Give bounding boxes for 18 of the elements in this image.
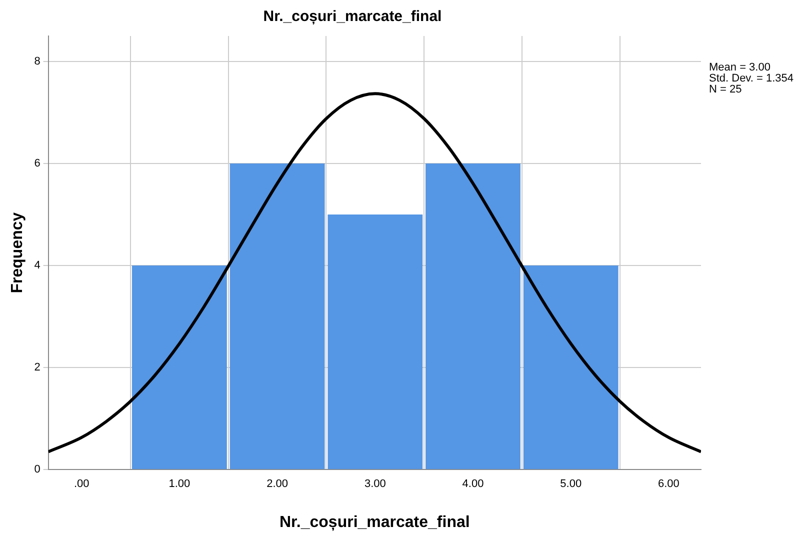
y-tick-label: 8 xyxy=(34,56,40,68)
text: Std. Dev. = 1.354 xyxy=(709,72,794,85)
x-tick-label: .00 xyxy=(74,478,90,490)
x-tick-label: 2.00 xyxy=(266,478,288,490)
text: N = 25 xyxy=(709,84,742,96)
y-tick-label: 4 xyxy=(34,260,40,272)
x-tick-label: 5.00 xyxy=(560,478,582,490)
x-tick-label: 3.00 xyxy=(364,478,386,490)
y-tick-label: 6 xyxy=(34,158,40,170)
x-axis-title: Nr._coșuri_marcate_final xyxy=(279,514,470,531)
x-tick-label: 4.00 xyxy=(462,478,484,490)
y-axis-title: Frequency xyxy=(9,212,26,294)
x-tick-label: 6.00 xyxy=(658,478,680,490)
x-tick-label: 1.00 xyxy=(168,478,190,490)
y-tick-label: 2 xyxy=(34,362,40,374)
y-tick-label: 0 xyxy=(34,464,40,476)
text: Mean = 3.00 xyxy=(709,62,770,74)
chart-title: Nr._coșuri_marcate_final xyxy=(263,8,442,26)
